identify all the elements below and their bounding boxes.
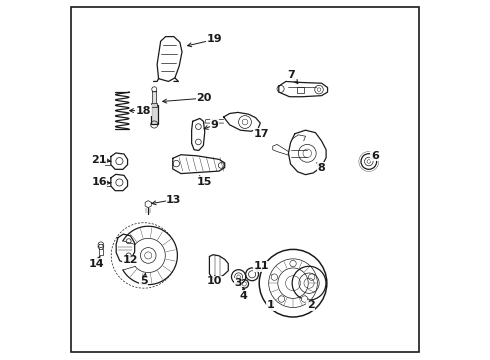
Text: 19: 19 [207, 35, 222, 44]
Circle shape [301, 296, 308, 302]
Circle shape [290, 260, 296, 267]
Text: 7: 7 [287, 70, 295, 80]
Text: 10: 10 [207, 276, 222, 287]
Text: 5: 5 [140, 276, 147, 287]
Text: 3: 3 [234, 278, 242, 288]
Bar [151, 103, 157, 107]
Text: 14: 14 [89, 258, 104, 269]
Text: 15: 15 [196, 177, 212, 187]
Text: 1: 1 [267, 300, 274, 310]
Text: 21: 21 [91, 155, 107, 165]
Text: 11: 11 [253, 261, 269, 271]
Circle shape [278, 296, 285, 302]
Text: 2: 2 [307, 300, 315, 310]
Text: 20: 20 [196, 93, 212, 103]
Bar [296, 87, 304, 93]
Bar [151, 105, 158, 125]
Text: 6: 6 [371, 151, 379, 161]
Circle shape [152, 87, 157, 92]
Text: 17: 17 [253, 129, 269, 139]
Text: 4: 4 [239, 291, 247, 301]
Text: 16: 16 [91, 177, 107, 187]
Text: 13: 13 [166, 194, 181, 204]
Text: 12: 12 [122, 255, 138, 265]
Circle shape [309, 274, 315, 280]
Text: 18: 18 [136, 105, 151, 116]
Circle shape [271, 274, 278, 280]
Text: 8: 8 [318, 163, 325, 172]
Text: 9: 9 [211, 120, 219, 130]
Bar [152, 91, 156, 105]
